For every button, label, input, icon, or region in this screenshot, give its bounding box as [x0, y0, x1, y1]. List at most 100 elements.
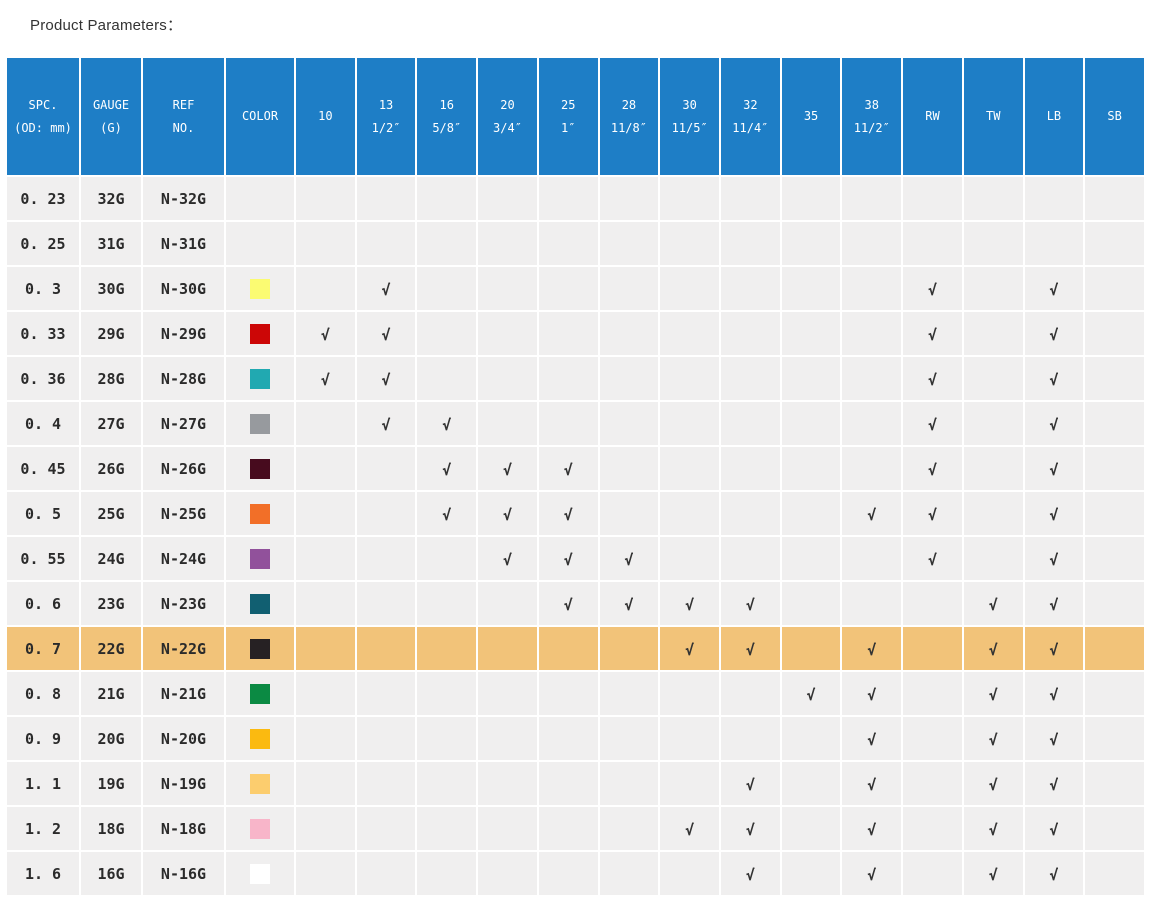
- cell-c13: √: [356, 402, 416, 445]
- color-swatch: [250, 728, 270, 749]
- cell-spc: 0. 5: [7, 492, 79, 535]
- cell-c38: [842, 447, 902, 490]
- cell-c20: [478, 222, 537, 265]
- cell-sb: [1085, 807, 1144, 850]
- cell-c10: [296, 537, 355, 580]
- cell-c16: [417, 537, 477, 580]
- cell-rw: √: [903, 492, 962, 535]
- cell-sb: [1085, 717, 1144, 760]
- check-icon: √: [867, 505, 877, 524]
- cell-c25: [538, 627, 598, 670]
- cell-spc: 0. 23: [7, 177, 79, 220]
- cell-c35: [781, 537, 841, 580]
- cell-c38: √: [842, 492, 902, 535]
- cell-c13: [356, 222, 416, 265]
- cell-c35: [781, 717, 841, 760]
- cell-c20: [478, 717, 537, 760]
- cell-c25: [538, 267, 598, 310]
- cell-c13: [356, 492, 416, 535]
- cell-tw: [963, 402, 1023, 445]
- cell-ref: N-29G: [143, 312, 224, 355]
- cell-c13: [356, 537, 416, 580]
- cell-spc: 0. 25: [7, 222, 79, 265]
- cell-c16: [417, 357, 477, 400]
- color-swatch: [250, 773, 270, 794]
- cell-gauge: 16G: [81, 852, 141, 895]
- cell-spc: 0. 33: [7, 312, 79, 355]
- cell-c25: √: [538, 447, 598, 490]
- cell-gauge: 23G: [81, 582, 141, 625]
- check-icon: √: [745, 640, 755, 659]
- check-icon: √: [685, 640, 695, 659]
- check-icon: √: [867, 640, 877, 659]
- color-swatch: [250, 323, 270, 344]
- cell-c32: √: [721, 627, 780, 670]
- cell-c25: √: [538, 582, 598, 625]
- cell-rw: [903, 177, 962, 220]
- cell-gauge: 19G: [81, 762, 141, 805]
- column-header-ref: REF NO.: [143, 58, 224, 175]
- check-icon: √: [745, 595, 755, 614]
- cell-ref: N-21G: [143, 672, 224, 715]
- check-icon: √: [685, 820, 695, 839]
- cell-c16: [417, 582, 477, 625]
- cell-c32: [721, 357, 780, 400]
- cell-c32: [721, 672, 780, 715]
- check-icon: √: [1049, 505, 1059, 524]
- color-swatch: [250, 638, 270, 659]
- check-icon: √: [988, 640, 998, 659]
- check-icon: √: [685, 595, 695, 614]
- color-swatch: [250, 413, 270, 434]
- cell-color: [226, 267, 294, 310]
- column-header-label: (G): [100, 120, 122, 135]
- cell-tw: √: [963, 627, 1023, 670]
- cell-c20: [478, 807, 537, 850]
- cell-c25: [538, 672, 598, 715]
- cell-c25: [538, 762, 598, 805]
- cell-c35: [781, 357, 841, 400]
- cell-c32: [721, 492, 780, 535]
- column-header-c13: 13 1/2″: [356, 58, 416, 175]
- cell-c28: [599, 717, 659, 760]
- cell-color: [226, 357, 294, 400]
- cell-c10: [296, 717, 355, 760]
- cell-c30: √: [660, 627, 719, 670]
- cell-tw: [963, 177, 1023, 220]
- cell-c28: √: [599, 582, 659, 625]
- column-header-label: 11/8″: [610, 120, 647, 135]
- cell-tw: √: [963, 762, 1023, 805]
- cell-c13: √: [356, 267, 416, 310]
- column-header-gauge: GAUGE (G): [81, 58, 141, 175]
- cell-c20: [478, 672, 537, 715]
- cell-sb: [1085, 762, 1144, 805]
- cell-c30: [660, 357, 719, 400]
- cell-rw: [903, 717, 962, 760]
- cell-sb: [1085, 177, 1144, 220]
- cell-ref: N-28G: [143, 357, 224, 400]
- cell-tw: [963, 222, 1023, 265]
- cell-c13: [356, 807, 416, 850]
- cell-c35: [781, 852, 841, 895]
- cell-spc: 0. 3: [7, 267, 79, 310]
- check-icon: √: [867, 820, 877, 839]
- cell-ref: N-20G: [143, 717, 224, 760]
- check-icon: √: [988, 685, 998, 704]
- cell-tw: √: [963, 852, 1023, 895]
- cell-lb: √: [1024, 537, 1084, 580]
- cell-color: [226, 762, 294, 805]
- cell-ref: N-26G: [143, 447, 224, 490]
- cell-c35: [781, 222, 841, 265]
- cell-c38: [842, 402, 902, 445]
- cell-sb: [1085, 492, 1144, 535]
- check-icon: √: [502, 505, 512, 524]
- check-icon: √: [320, 325, 330, 344]
- column-header-c32: 32 11/4″: [721, 58, 780, 175]
- cell-c38: [842, 582, 902, 625]
- cell-c25: [538, 312, 598, 355]
- cell-ref: N-22G: [143, 627, 224, 670]
- cell-c35: [781, 402, 841, 445]
- cell-c35: [781, 627, 841, 670]
- color-swatch: [250, 593, 270, 614]
- cell-color: [226, 717, 294, 760]
- column-header-label: NO.: [172, 120, 195, 135]
